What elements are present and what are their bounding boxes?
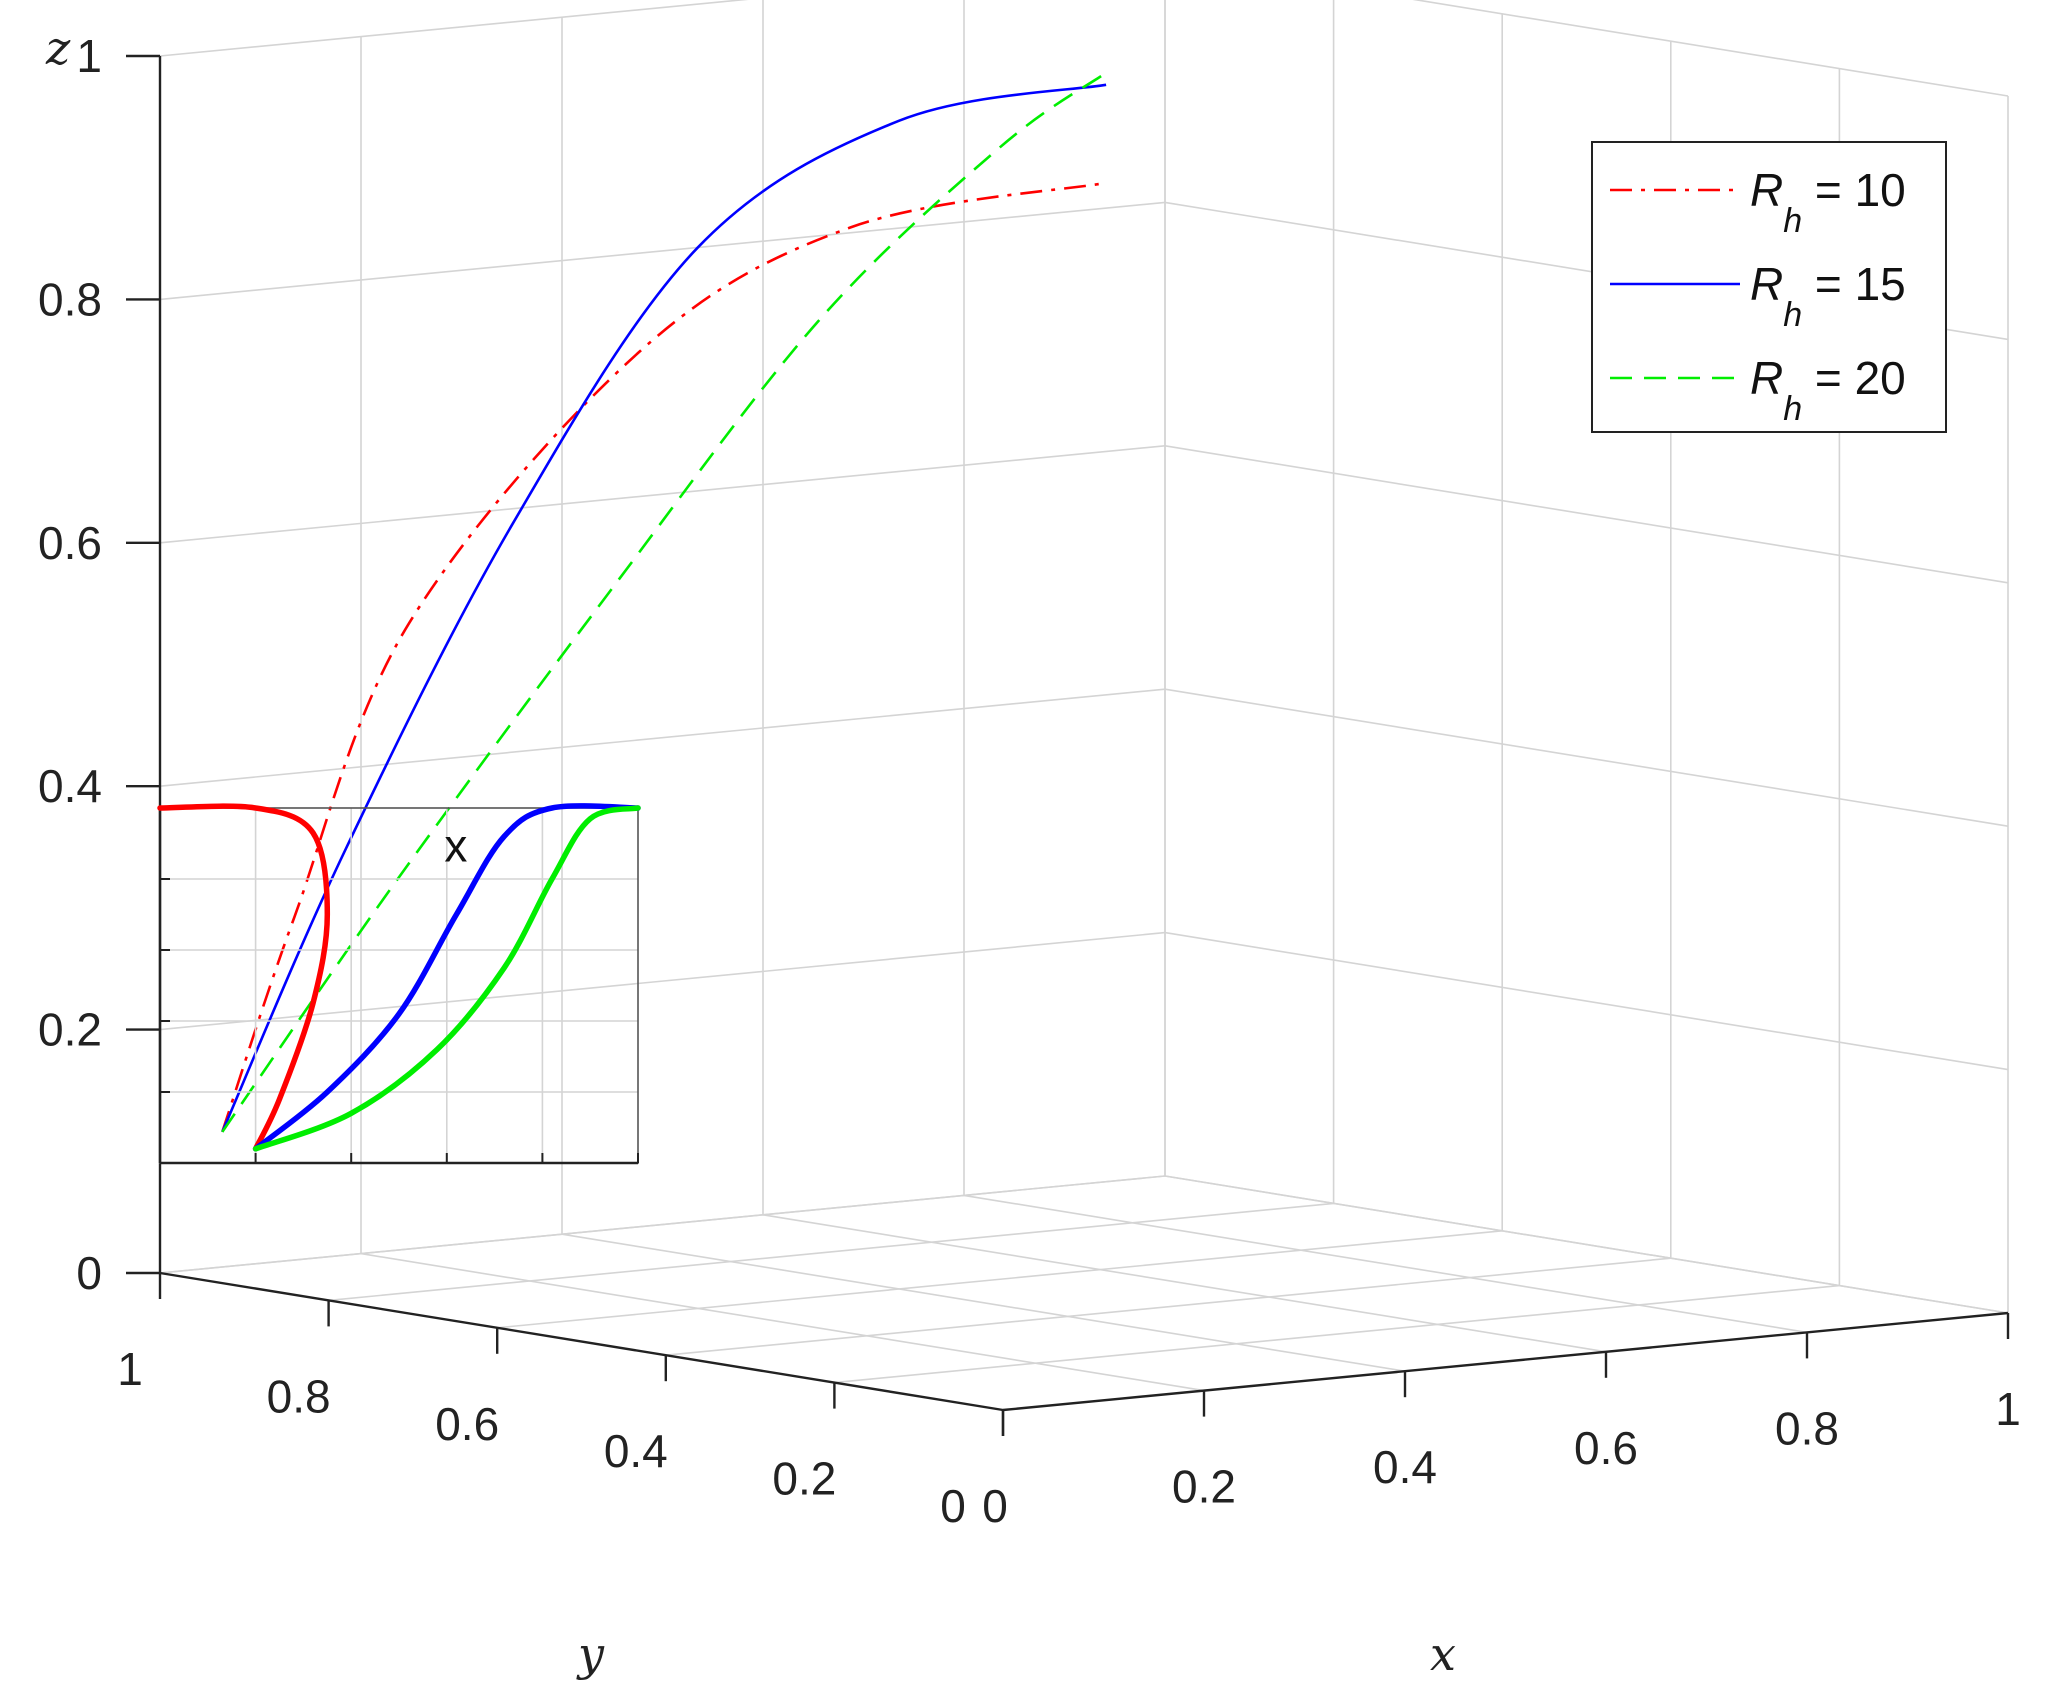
legend-box: [1591, 141, 1947, 433]
inset-series-line-2: [252, 803, 641, 1152]
z-axis-label: z: [45, 21, 71, 75]
inset-series-line-3: [252, 805, 641, 1152]
series-line-2: [221, 83, 1107, 1133]
wall-grid-line: [159, 445, 1166, 544]
wall-grid-line: [159, 0, 749, 57]
x-tick-label: 0.8: [1775, 1402, 1839, 1454]
x-axis-label: x: [1430, 1627, 1456, 1681]
wall-grid-line: [1164, 445, 2009, 584]
y-tick-label: 0.4: [604, 1425, 668, 1477]
floor-grid-line: [159, 1175, 1166, 1274]
wall-grid-line: [159, 931, 1166, 1031]
y-tick-label: 0: [940, 1480, 966, 1532]
floor-grid-line: [360, 1252, 1205, 1392]
y-tick-label: 0.2: [772, 1453, 836, 1505]
legend-entry-1: Rh = 10: [1750, 164, 1906, 240]
wall-grid-line: [1412, 0, 2009, 97]
z-tick-label: 0.4: [38, 760, 102, 812]
legend-entry-2: Rh = 15: [1750, 258, 1906, 334]
floor-grid-line: [762, 1214, 1607, 1353]
x-tick-label: 0: [982, 1480, 1008, 1532]
floor-grid-line: [561, 1233, 1406, 1372]
grid-layer: [159, 0, 2009, 1411]
z-tick-label: 0.6: [38, 517, 102, 569]
floor-grid-line: [963, 1194, 1808, 1334]
axes-layer: 0000.20.20.20.40.40.40.60.60.60.80.80.81…: [38, 30, 2021, 1532]
x-tick-label: 0.2: [1172, 1461, 1236, 1513]
series-layer: [221, 73, 1107, 1133]
y-axis-line: [159, 1271, 1004, 1412]
z-tick-label: 1: [76, 30, 102, 82]
inset-label: x: [444, 819, 467, 871]
y-tick-label: 1: [117, 1343, 143, 1395]
legend: Rh = 10 Rh = 15 Rh = 20: [1591, 141, 1947, 433]
series-line-3: [221, 73, 1105, 1133]
floor-grid-line: [328, 1202, 1334, 1302]
wall-grid-line: [1164, 931, 2009, 1071]
z-tick-label: 0.2: [38, 1004, 102, 1056]
y-axis-label: y: [576, 1627, 605, 1681]
x-axis-line: [1002, 1311, 2009, 1412]
inset-series-line-1: [157, 803, 331, 1152]
axis-labels: z y x: [45, 21, 1456, 1681]
legend-entry-3: Rh = 20: [1750, 352, 1906, 428]
y-tick-label: 0.8: [267, 1370, 331, 1422]
floor-grid-line: [834, 1284, 1840, 1384]
z-tick-label: 0: [76, 1247, 102, 1299]
wall-grid-line: [159, 201, 1166, 301]
wall-grid-line: [1164, 688, 2009, 827]
x-tick-label: 0.4: [1373, 1441, 1437, 1493]
y-tick-label: 0.6: [435, 1398, 499, 1450]
series-line-1: [221, 182, 1104, 1133]
inset-plot: x: [157, 803, 641, 1165]
wall-grid-line: [159, 688, 1166, 787]
z-tick-label: 0.8: [38, 273, 102, 325]
floor-grid-line: [1164, 1175, 2009, 1314]
x-tick-label: 0.6: [1574, 1422, 1638, 1474]
x-tick-label: 1: [1995, 1383, 2021, 1435]
floor-grid-line: [497, 1230, 1503, 1329]
floor-grid-line: [665, 1257, 1671, 1356]
